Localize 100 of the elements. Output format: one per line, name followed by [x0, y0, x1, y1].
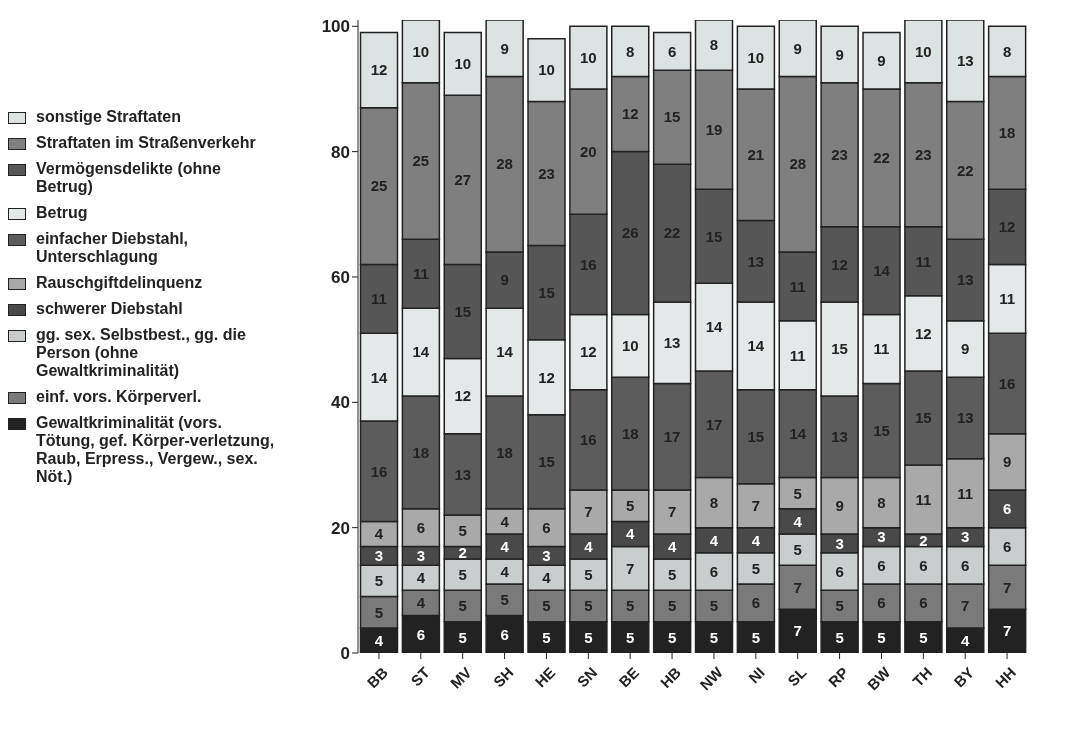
- data-label: 14: [412, 343, 430, 361]
- data-label: 28: [789, 155, 807, 173]
- data-label: 10: [747, 48, 765, 66]
- data-label: 9: [835, 497, 844, 515]
- data-label: 4: [416, 594, 426, 612]
- data-label: 3: [961, 528, 970, 546]
- data-label: 16: [370, 462, 388, 480]
- data-label: 5: [374, 603, 384, 621]
- data-label: 12: [538, 368, 555, 386]
- data-label: 4: [500, 512, 510, 530]
- data-label: 7: [1002, 578, 1012, 596]
- data-label: 6: [751, 594, 761, 612]
- data-label: 15: [873, 421, 890, 439]
- data-label: 16: [580, 431, 597, 449]
- x-tick-label: HE: [531, 663, 559, 691]
- data-label: 5: [458, 597, 467, 615]
- data-label: 15: [747, 428, 765, 446]
- x-tick-label: RP: [824, 663, 852, 691]
- x-tick-label: BW: [863, 663, 895, 694]
- data-label: 7: [793, 622, 802, 640]
- data-label: 11: [789, 346, 806, 364]
- data-label: 4: [374, 631, 384, 649]
- data-label: 12: [370, 61, 388, 79]
- data-label: 5: [500, 591, 509, 609]
- data-label: 5: [835, 597, 844, 615]
- data-label: 5: [584, 565, 593, 583]
- data-label: 5: [458, 522, 467, 540]
- x-tick-label: HH: [991, 663, 1020, 692]
- data-label: 22: [956, 161, 974, 179]
- data-label: 15: [915, 409, 932, 427]
- x-tick-label: MV: [446, 663, 475, 692]
- data-label: 4: [542, 569, 552, 587]
- data-label: 11: [915, 490, 932, 508]
- data-label: 9: [500, 39, 509, 57]
- x-tick-label: ST: [407, 663, 433, 690]
- data-label: 20: [580, 142, 597, 160]
- data-label: 3: [542, 547, 551, 565]
- data-label: 23: [538, 164, 555, 182]
- data-label: 7: [961, 597, 970, 615]
- legend-label: schwerer Diebstahl: [36, 300, 184, 318]
- data-label: 6: [709, 562, 719, 580]
- data-label: 3: [877, 528, 886, 546]
- data-label: 5: [626, 597, 635, 615]
- y-tick-label: 80: [331, 142, 350, 162]
- data-label: 4: [793, 512, 803, 530]
- data-label: 3: [416, 547, 426, 565]
- data-label: 27: [454, 171, 472, 189]
- data-label: 5: [835, 628, 844, 646]
- data-label: 18: [412, 443, 430, 461]
- data-label: 28: [496, 155, 513, 173]
- x-tick-label: HB: [656, 663, 685, 692]
- data-label: 15: [538, 453, 555, 471]
- y-tick-label: 0: [340, 644, 350, 664]
- data-label: 4: [667, 537, 677, 555]
- x-tick-label: NI: [745, 663, 768, 687]
- data-label: 5: [542, 597, 551, 615]
- x-tick-label: SL: [784, 663, 810, 690]
- legend-label: einf. vors. Körperverl.: [36, 388, 203, 406]
- x-tick-label: BE: [615, 663, 643, 691]
- data-label: 4: [626, 525, 636, 543]
- data-label: 5: [667, 597, 677, 615]
- legend-label: Gewaltkriminalität (vors. Tötung, gef. Körper-verletzung, Raub, Erpress., Vergew., sex. Nöt.): [36, 414, 276, 486]
- data-label: 6: [1002, 500, 1012, 518]
- data-label: 10: [538, 61, 555, 79]
- data-label: 5: [709, 628, 719, 646]
- data-label: 22: [873, 149, 890, 167]
- data-label: 9: [793, 39, 802, 57]
- data-label: 5: [626, 497, 635, 515]
- data-label: 5: [667, 565, 677, 583]
- data-label: 9: [835, 45, 844, 63]
- data-label: 5: [751, 628, 761, 646]
- data-label: 14: [789, 424, 807, 442]
- y-tick-label: 40: [331, 393, 350, 413]
- data-label: 13: [831, 428, 848, 446]
- data-label: 7: [584, 503, 593, 521]
- data-label: 18: [496, 443, 513, 461]
- data-label: 4: [751, 531, 761, 549]
- data-label: 6: [667, 42, 677, 60]
- data-label: 14: [705, 318, 724, 336]
- data-label: 6: [961, 556, 970, 574]
- data-label: 7: [667, 503, 677, 521]
- data-label: 6: [416, 518, 426, 536]
- data-label: 5: [584, 597, 593, 615]
- data-label: 13: [956, 409, 974, 427]
- data-label: 10: [412, 42, 430, 60]
- legend-label: sonstige Straftaten: [36, 108, 182, 126]
- legend-label: Vermögensdelikte (ohne Betrug): [36, 160, 222, 196]
- data-label: 16: [998, 374, 1016, 392]
- data-label: 4: [500, 537, 510, 555]
- data-label: 7: [793, 578, 802, 596]
- data-label: 5: [751, 559, 761, 577]
- data-label: 15: [663, 108, 681, 126]
- data-label: 6: [500, 625, 509, 643]
- data-label: 11: [873, 340, 890, 358]
- data-label: 12: [621, 105, 639, 123]
- data-label: 23: [915, 146, 932, 164]
- data-label: 6: [1002, 537, 1012, 555]
- data-label: 14: [370, 368, 389, 386]
- data-label: 6: [919, 594, 928, 612]
- data-label: 12: [580, 343, 597, 361]
